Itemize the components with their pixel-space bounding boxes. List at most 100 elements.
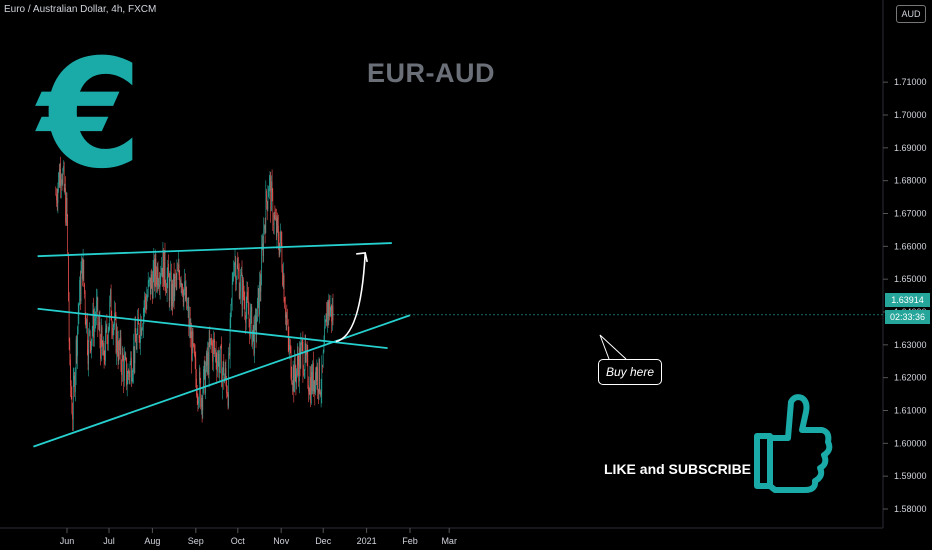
candle-body (243, 280, 244, 298)
candle-body (203, 361, 205, 369)
candle-body (94, 320, 95, 338)
candle-body (208, 338, 210, 375)
candle-body (213, 340, 215, 343)
trendline-support[interactable] (33, 314, 411, 448)
candle-body (166, 276, 168, 293)
candle-body (285, 314, 287, 318)
candle-body (307, 353, 309, 386)
x-tick-label: Jul (103, 536, 115, 546)
candle-body (99, 321, 101, 339)
candle-body (58, 172, 59, 187)
symbol-header: Euro / Australian Dollar, 4h, FXCM (4, 4, 157, 15)
candle-body (168, 263, 169, 278)
candle-body (152, 270, 154, 299)
candle-body (187, 306, 189, 307)
candle-body (77, 326, 78, 357)
candle-body (140, 320, 141, 343)
candle-body (217, 360, 218, 372)
candle-body (260, 284, 262, 292)
candle-body (89, 330, 90, 333)
candle-body (123, 360, 124, 381)
trendline-descending[interactable] (37, 307, 388, 350)
y-tick-label: 1.58000 (894, 504, 927, 514)
candle-body (160, 275, 162, 277)
candle-body (220, 346, 222, 348)
candle-body (216, 362, 218, 372)
candle-body (256, 321, 257, 335)
candle-body (231, 298, 232, 306)
candle-body (207, 352, 208, 366)
candle-body (110, 289, 112, 321)
candle-body (275, 218, 276, 220)
candle-body (134, 328, 136, 364)
candle-body (147, 294, 148, 299)
candle-body (309, 377, 311, 395)
candle-body (210, 338, 211, 345)
candle-body (113, 324, 115, 327)
candle-body (280, 231, 282, 243)
candle-body (164, 250, 166, 283)
candle-body (172, 283, 173, 304)
candle-body (257, 298, 258, 322)
y-tick-label: 1.71000 (894, 77, 927, 87)
candle-body (245, 315, 246, 323)
candle-body (150, 274, 152, 295)
candle-body (227, 393, 228, 395)
candle-body (93, 309, 94, 338)
projection-arrow (335, 252, 627, 360)
candle-body (112, 326, 114, 336)
candle-body (116, 331, 117, 353)
candle-body (178, 264, 179, 271)
candle-body (287, 321, 288, 323)
candle-body (178, 264, 180, 275)
buy-here-callout: Buy here (598, 359, 662, 385)
candle-body (315, 372, 316, 393)
candle-body (317, 367, 318, 390)
candle-body (226, 379, 227, 394)
candle-body (312, 362, 313, 391)
candle-body (192, 331, 193, 361)
candle-body (215, 350, 217, 363)
candle-body (274, 214, 276, 219)
candle-body (84, 293, 86, 315)
time-axis[interactable]: Jun Jul Aug Sep Oct Nov Dec 2021 Feb Mar (0, 527, 883, 546)
candle-body (124, 356, 126, 359)
candle-body (179, 274, 180, 286)
candle-body (131, 378, 133, 381)
candle-body (177, 270, 178, 272)
candle-body (310, 377, 311, 404)
candle-body (270, 178, 271, 212)
candle-body (283, 274, 284, 285)
currency-selector[interactable]: AUD (896, 5, 926, 23)
candle-body (282, 268, 283, 285)
projection-arrow-path (335, 252, 366, 343)
candle-body (214, 342, 215, 352)
candle-body (201, 398, 203, 411)
candle-body (292, 383, 293, 385)
candle-body (68, 300, 70, 342)
candle-body (122, 352, 124, 361)
candle-body (154, 258, 156, 287)
candle-body (279, 242, 281, 255)
candle-body (103, 343, 104, 356)
candle-body (60, 169, 61, 186)
candle-body (173, 273, 174, 304)
candle-body (129, 373, 130, 377)
candle-body (189, 318, 190, 329)
candle-body (97, 297, 99, 325)
candle-body (130, 357, 131, 364)
candle-body (251, 306, 253, 345)
candle-body (276, 217, 278, 237)
y-tick-label: 1.68000 (894, 176, 927, 186)
y-tick-label: 1.61000 (894, 406, 927, 416)
candle-body (151, 274, 152, 282)
y-tick-label: 1.60000 (894, 438, 927, 448)
trendline-resistance[interactable] (37, 242, 392, 258)
candle-body (115, 314, 117, 353)
candle-body (136, 333, 138, 350)
candle-body (88, 332, 89, 365)
x-tick-label: Sep (188, 536, 204, 546)
candle-body (121, 364, 122, 375)
candle-body (228, 352, 229, 407)
